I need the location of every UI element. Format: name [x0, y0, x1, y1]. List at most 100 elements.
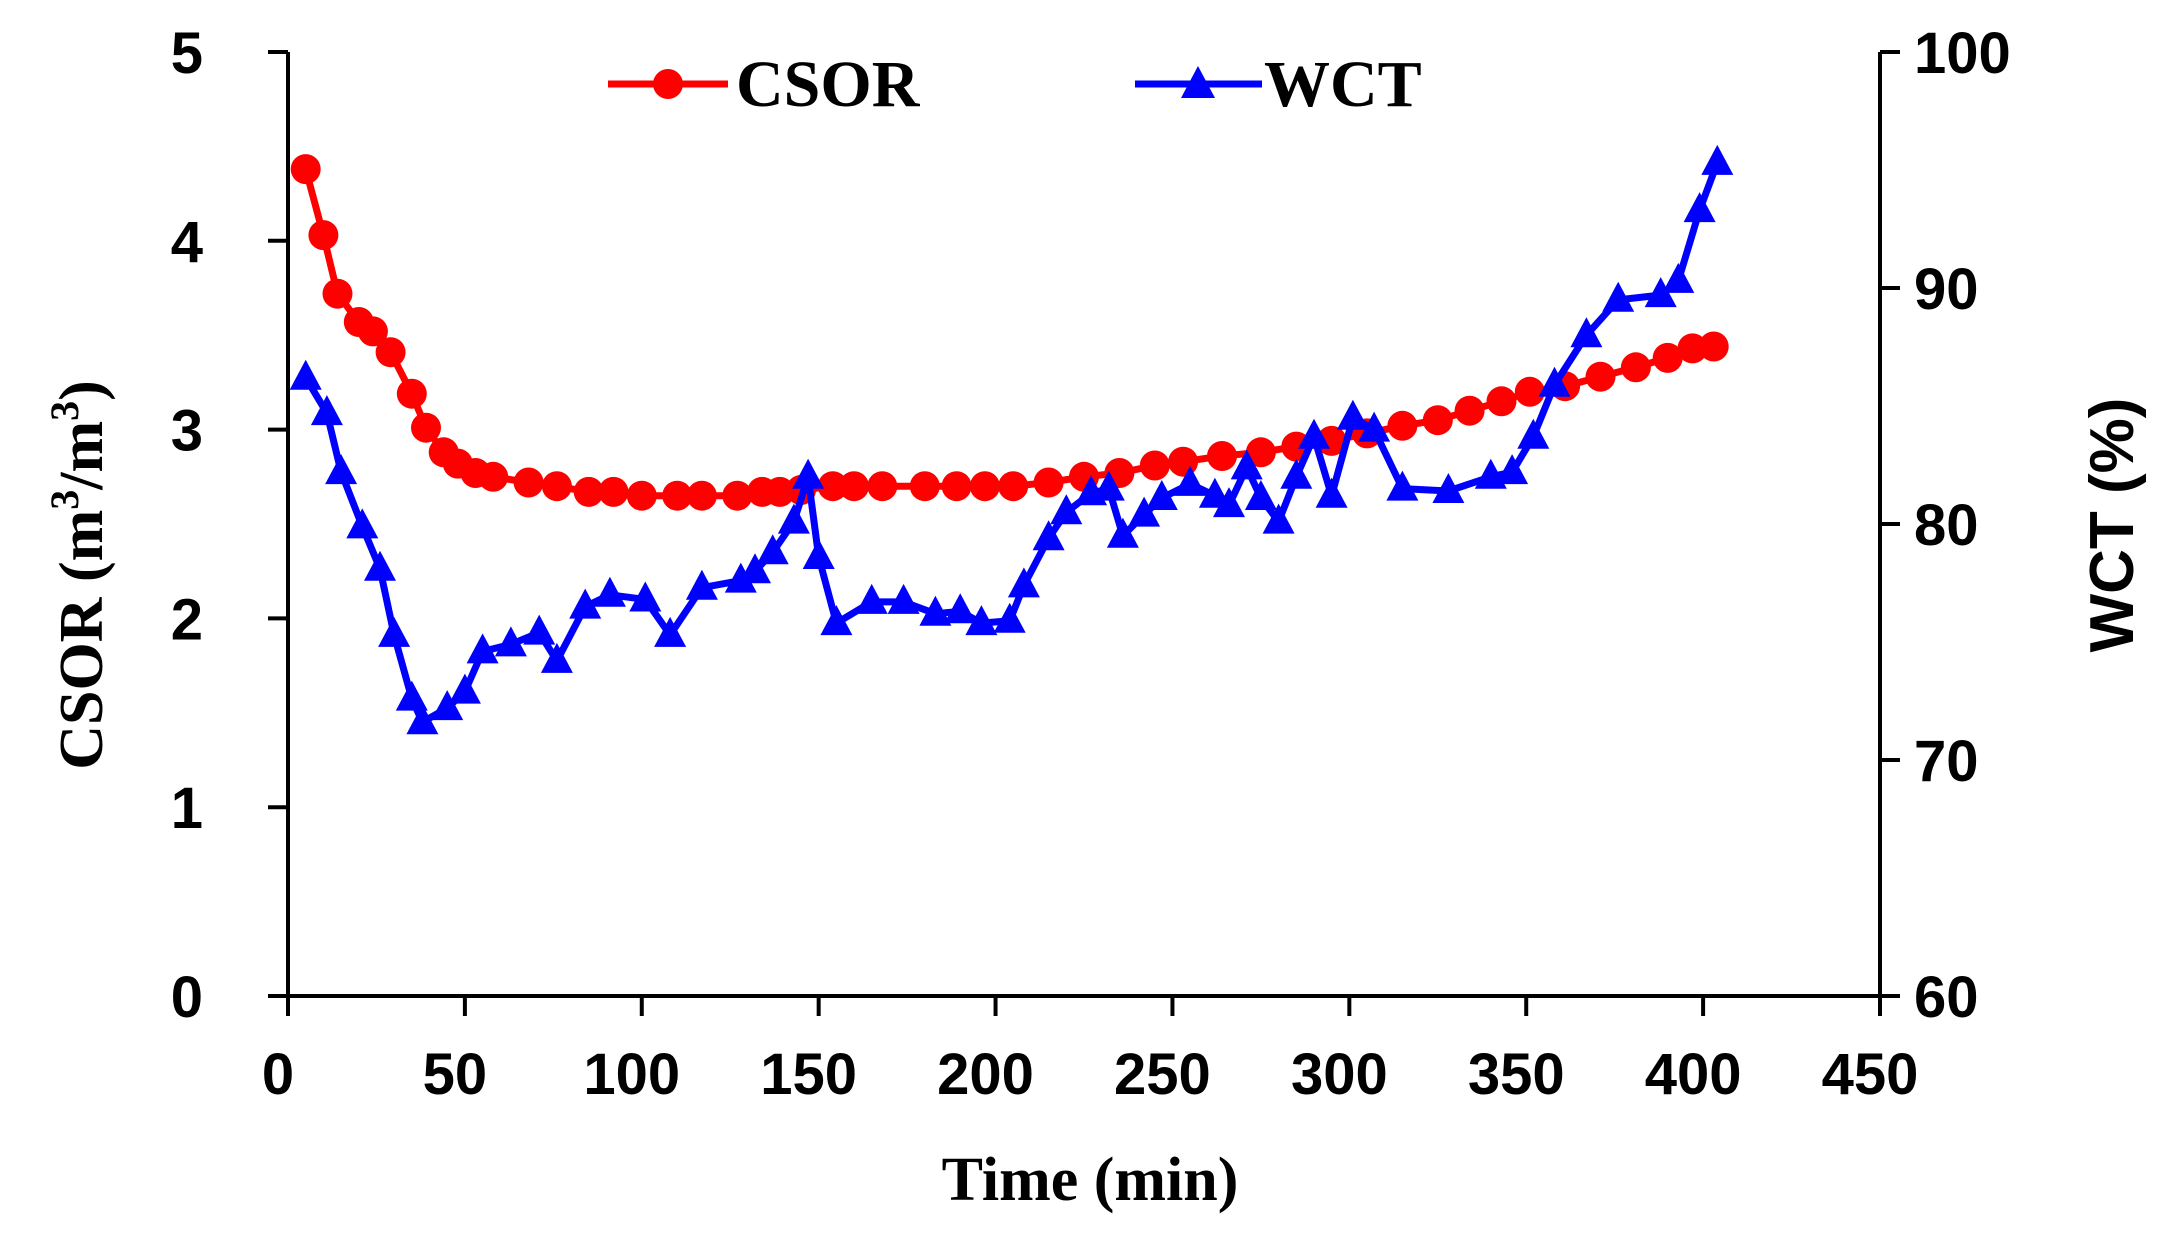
csor-point: [1585, 361, 1616, 392]
wct-point: [1538, 366, 1571, 397]
csor-point: [290, 154, 321, 185]
csor-point: [941, 471, 972, 502]
csor-point: [308, 220, 339, 251]
legend-wct-marker: [1181, 66, 1215, 98]
wct-point: [1517, 418, 1550, 449]
x-tick-label: 0: [262, 1042, 294, 1107]
csor-point: [817, 471, 848, 502]
y-left-title-mid: /m: [48, 421, 116, 491]
wct-point: [431, 690, 464, 721]
wct-point: [395, 680, 428, 711]
wct-point: [993, 602, 1026, 633]
wct-point: [346, 508, 379, 539]
wct-point: [1298, 418, 1330, 449]
wct-point: [685, 569, 718, 600]
wct-point: [654, 616, 687, 647]
csor-point: [867, 471, 898, 502]
csor-point: [1245, 437, 1276, 468]
csor-point: [1652, 342, 1683, 373]
y-left-title-sup1: 3: [42, 490, 87, 510]
wct-point: [777, 503, 810, 534]
x-tick-label: 400: [1645, 1042, 1742, 1107]
csor-point: [969, 471, 1000, 502]
wct-point: [364, 550, 396, 581]
wct-point: [1432, 473, 1465, 503]
csor-point: [357, 316, 388, 347]
wct-point: [1496, 454, 1529, 485]
y-left-tick-label: 2: [171, 587, 203, 652]
x-tick-label: 100: [583, 1042, 680, 1107]
csor-point: [1139, 450, 1170, 481]
wct-point: [325, 454, 358, 485]
y-left-tick-label: 0: [171, 965, 203, 1030]
csor-point: [1514, 376, 1545, 407]
wct-point: [1032, 520, 1065, 551]
csor-point: [513, 467, 544, 498]
csor-point: [1207, 441, 1237, 471]
wct-point: [1230, 449, 1263, 480]
wct-point: [1213, 487, 1245, 518]
x-tick-label: 200: [937, 1042, 1034, 1107]
wct-point: [448, 673, 481, 704]
legend-csor-label: CSOR: [736, 48, 921, 121]
wct-point: [944, 593, 977, 624]
csor-point: [1168, 446, 1199, 477]
wct-point: [1358, 411, 1391, 442]
wct-point: [466, 633, 499, 664]
ticks: 0 50 100 150 200 250 300 350 400 450 0 1 2 3 4 5 60 70 80 9…: [171, 21, 2011, 1107]
y-right-tick-label: 100: [1914, 21, 2011, 86]
csor-point: [839, 471, 869, 502]
wct-point: [820, 605, 853, 636]
wct-point: [310, 395, 343, 426]
wct-point: [724, 562, 757, 593]
y-left-title-base: CSOR (m: [48, 510, 116, 770]
csor-series: [290, 154, 1729, 511]
csor-point: [1422, 405, 1453, 436]
wct-point: [1662, 262, 1695, 293]
csor-point: [541, 471, 572, 502]
x-tick-label: 350: [1468, 1042, 1565, 1107]
csor-point: [998, 471, 1029, 502]
y-right-tick-label: 80: [1914, 493, 1979, 558]
csor-point: [598, 476, 629, 507]
wct-point: [1262, 503, 1295, 534]
wct-point: [289, 359, 322, 390]
y-left-title-sup2: 3: [42, 401, 87, 421]
x-tick-label: 150: [760, 1042, 857, 1107]
wct-point: [1315, 477, 1348, 508]
wct-point: [523, 614, 556, 645]
y-right-tick-label: 90: [1914, 257, 1979, 322]
wct-point: [802, 539, 835, 569]
legend-csor-marker: [653, 69, 683, 99]
wct-point: [1106, 517, 1139, 548]
wct-point: [378, 616, 411, 647]
series: [289, 144, 1734, 735]
y-left-tick-label: 3: [171, 399, 203, 464]
wct-point: [855, 583, 888, 614]
x-axis-title: Time (min): [942, 1146, 1239, 1214]
csor-point: [722, 480, 753, 511]
csor-point: [686, 480, 717, 511]
wct-point: [919, 595, 952, 626]
y-right-axis-title: WCT (%): [2078, 398, 2147, 653]
csor-point: [1454, 395, 1485, 426]
y-left-tick-label: 4: [171, 210, 203, 275]
csor-point: [375, 337, 406, 368]
wct-point: [540, 642, 573, 673]
x-tick-label: 450: [1822, 1042, 1919, 1107]
csor-point: [573, 476, 604, 507]
legend-wct-label: WCT: [1264, 48, 1422, 121]
x-tick-label: 250: [1114, 1042, 1211, 1107]
wct-point: [1644, 277, 1677, 308]
wct-point: [1336, 399, 1369, 430]
wct-point: [569, 588, 602, 619]
wct-point: [1244, 480, 1277, 510]
wct-point: [406, 704, 439, 735]
csor-point: [1486, 386, 1517, 417]
y-right-tick-label: 70: [1914, 729, 1979, 794]
wct-point: [1602, 281, 1635, 312]
wct-point: [593, 576, 626, 607]
wct-point: [1128, 496, 1161, 527]
csor-point: [322, 278, 353, 309]
